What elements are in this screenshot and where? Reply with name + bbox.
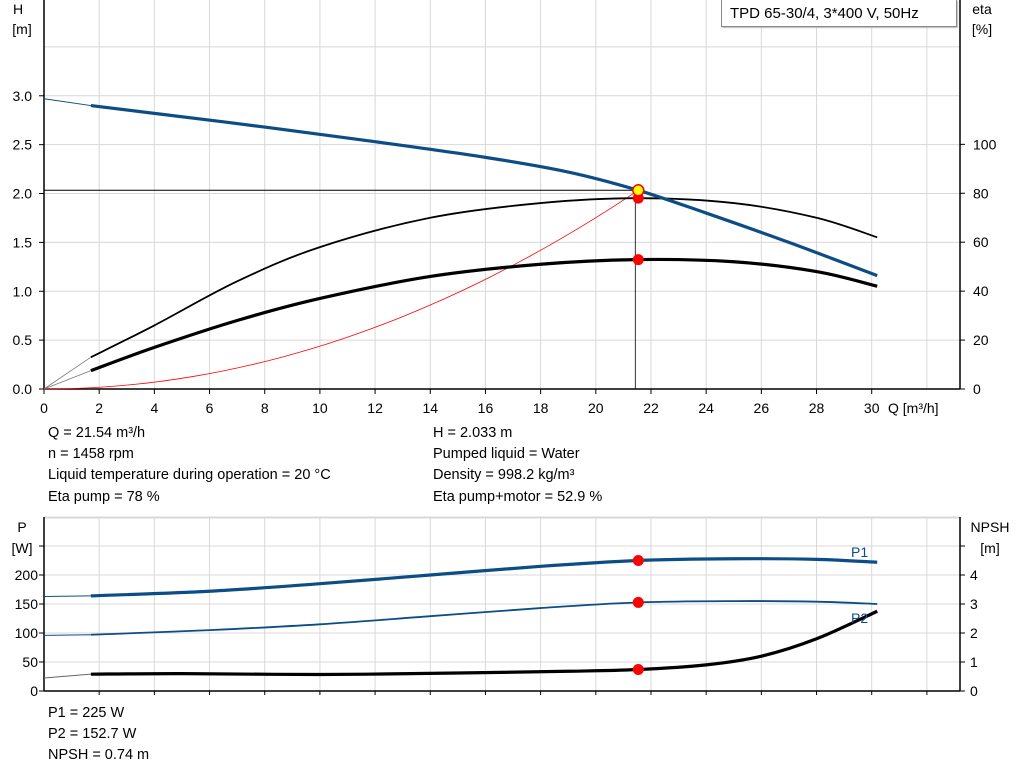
x-tick-label: 30	[864, 400, 880, 416]
x-tick-label: 12	[367, 400, 383, 416]
p-tick-label: 50	[22, 654, 38, 670]
chart-title: TPD 65-30/4, 3*400 V, 50Hz	[721, 0, 957, 27]
p1-label: P1	[851, 544, 868, 560]
eta-pump-motor-curve	[90, 257, 878, 373]
y2-axis-unit: [%]	[972, 21, 992, 37]
x-tick-label: 10	[312, 400, 328, 416]
y-tick-label: 0.0	[13, 381, 33, 397]
x-tick-label: 24	[698, 400, 714, 416]
npsh-axis-label: NPSH	[971, 519, 1010, 535]
p-tick-label: 0	[30, 683, 38, 699]
duty-point-marker	[632, 184, 645, 197]
p-axis-label: P	[17, 519, 26, 535]
p2-label: P2	[851, 610, 868, 626]
npsh-tick-label: 4	[970, 567, 978, 583]
x-tick-label: 0	[40, 400, 48, 416]
npsh-curve	[90, 609, 878, 677]
operating-point-p2	[632, 596, 644, 608]
info-h: H = 2.033 m	[433, 425, 513, 441]
operating-point-eta-pump-motor	[632, 254, 644, 266]
npsh-tick-label: 3	[970, 596, 978, 612]
x-axis-label: Q [m³/h]	[888, 400, 939, 416]
p-tick-label: 100	[15, 625, 39, 641]
p1-curve	[90, 557, 878, 598]
info-n: n = 1458 rpm	[48, 446, 134, 462]
npsh-axis-unit: [m]	[980, 540, 999, 556]
info-p2: P2 = 152.7 W	[48, 726, 137, 742]
x-tick-label: 28	[809, 400, 825, 416]
y-tick-label: 2.5	[13, 137, 33, 153]
operating-point-p1	[632, 555, 644, 566]
info-density: Density = 998.2 kg/m³	[433, 467, 575, 483]
p-axis-unit: [W]	[12, 540, 33, 556]
system-curve	[43, 189, 639, 390]
x-tick-label: 22	[643, 400, 659, 416]
npsh-tick-label: 2	[970, 625, 978, 641]
x-tick-label: 6	[206, 400, 214, 416]
x-tick-label: 14	[422, 400, 438, 416]
y-tick-label: 1.5	[13, 234, 33, 250]
y-axis-label: H	[13, 1, 23, 17]
info-liquid: Pumped liquid = Water	[433, 446, 580, 462]
y2-tick-label: 100	[973, 136, 997, 152]
y2-axis-label: eta	[972, 1, 992, 17]
operating-point-npsh	[632, 664, 644, 676]
info-temp: Liquid temperature during operation = 20…	[48, 467, 331, 483]
y2-tick-label: 20	[973, 332, 989, 348]
npsh-curve-extrapolation	[43, 673, 91, 679]
y-tick-label: 2.0	[13, 186, 33, 202]
y-tick-label: 0.5	[13, 332, 33, 348]
eta-pump-extrapolation	[43, 356, 92, 390]
y-axis-unit: [m]	[12, 21, 31, 37]
p2-curve-extrapolation	[43, 634, 91, 636]
y-tick-label: 3.0	[13, 88, 33, 104]
y2-tick-label: 60	[973, 234, 989, 250]
info-q: Q = 21.54 m³/h	[48, 425, 146, 441]
info-p1: P1 = 225 W	[48, 705, 125, 721]
x-tick-label: 18	[533, 400, 549, 416]
info-npsh: NPSH = 0.74 m	[48, 747, 150, 763]
x-tick-label: 16	[478, 400, 494, 416]
info-eta-pump-motor: Eta pump+motor = 52.9 %	[433, 489, 603, 505]
x-tick-label: 2	[95, 400, 103, 416]
p2-curve	[90, 600, 878, 636]
info-eta-pump: Eta pump = 78 %	[48, 489, 160, 505]
npsh-tick-label: 0	[970, 683, 978, 699]
x-tick-label: 4	[150, 400, 158, 416]
x-tick-label: 8	[261, 400, 269, 416]
x-tick-label: 20	[588, 400, 604, 416]
y-tick-label: 1.0	[13, 283, 33, 299]
head-curve-extrapolation	[43, 98, 91, 107]
npsh-tick-label: 1	[970, 654, 978, 670]
x-tick-label: 26	[754, 400, 770, 416]
p-tick-label: 150	[15, 596, 39, 612]
p-tick-label: 200	[15, 567, 39, 583]
y2-tick-label: 0	[973, 381, 981, 397]
eta-pump-motor-extrapolation	[43, 370, 92, 390]
p1-curve-extrapolation	[43, 595, 91, 597]
head-curve	[90, 103, 878, 278]
eta-pump-curve	[90, 197, 878, 358]
y2-tick-label: 80	[973, 185, 989, 201]
y2-tick-label: 40	[973, 283, 989, 299]
